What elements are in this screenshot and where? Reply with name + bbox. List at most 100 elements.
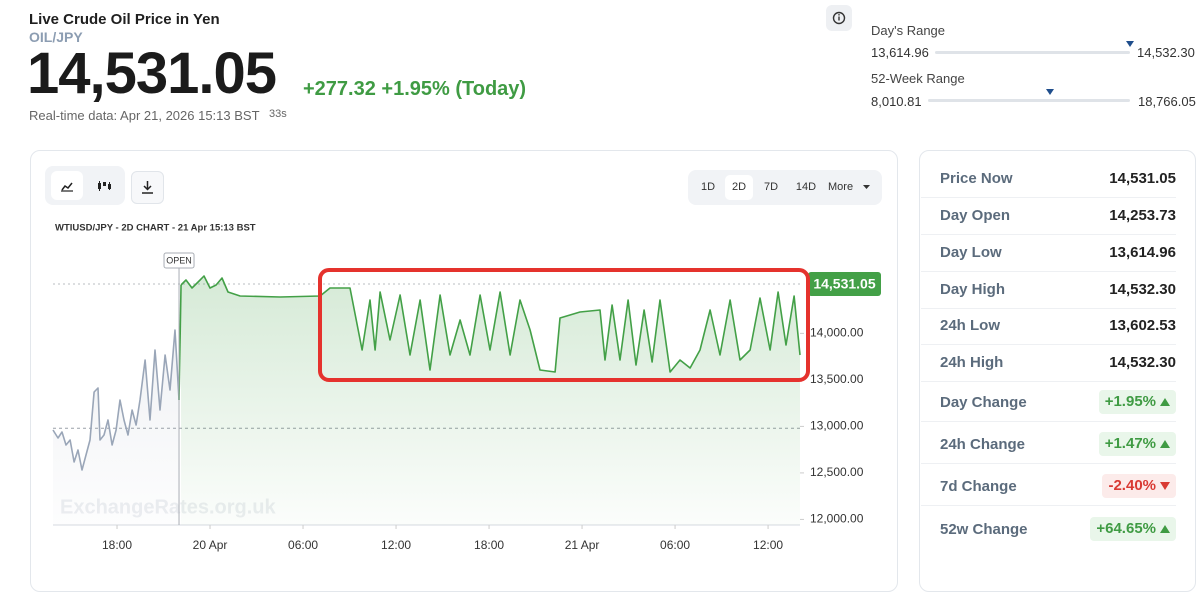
arrow-shape bbox=[1160, 398, 1170, 406]
change-row: 24h Change +1.47% bbox=[921, 426, 1176, 464]
change-label: 7d Change bbox=[940, 478, 1017, 495]
timestamp: Real-time data: Apr 21, 2026 15:13 BST bbox=[29, 108, 260, 123]
stat-label: Price Now bbox=[940, 170, 1013, 187]
arrow-shape bbox=[1160, 440, 1170, 448]
x-tick-label: 06:00 bbox=[288, 538, 318, 552]
period-button[interactable]: More bbox=[828, 181, 854, 193]
pre-open-line-area bbox=[53, 330, 180, 525]
change-pill: +64.65% bbox=[1090, 517, 1176, 541]
download-button[interactable] bbox=[131, 171, 164, 204]
y-tick-label: 14,000.00 bbox=[810, 326, 864, 340]
chart: WTIUSD/JPY - 2D CHART - 21 Apr 15:13 BST… bbox=[52, 223, 881, 552]
info-button[interactable] bbox=[826, 5, 852, 31]
period-button[interactable]: 14D bbox=[795, 181, 817, 193]
stat-label: Day Low bbox=[940, 244, 1002, 261]
stat-value: 14,253.73 bbox=[1109, 207, 1176, 224]
caret-icon bbox=[863, 185, 870, 189]
range-high: 18,766.05 bbox=[1138, 94, 1196, 109]
range-label: Day's Range bbox=[871, 23, 946, 38]
price-line-series bbox=[180, 275, 801, 373]
change-value: -2.40% bbox=[1108, 477, 1156, 494]
up-arrow bbox=[1160, 440, 1170, 448]
candle-chart-button[interactable] bbox=[87, 171, 119, 200]
period-group: 1D 2D 7D 14D More bbox=[688, 170, 882, 205]
open-marker-label: OPEN bbox=[166, 255, 192, 265]
candle-icon bbox=[98, 181, 111, 191]
change-label: Day Change bbox=[940, 394, 1027, 411]
change-pill: -2.40% bbox=[1102, 474, 1176, 498]
stat-value: 14,532.30 bbox=[1109, 281, 1176, 298]
change-value: +64.65% bbox=[1096, 520, 1156, 537]
change-label: 24h Change bbox=[940, 436, 1026, 453]
range-label: 52-Week Range bbox=[871, 71, 965, 86]
x-tick-label: 18:00 bbox=[474, 538, 504, 552]
x-tick-label: 12:00 bbox=[753, 538, 783, 552]
price-change: +277.32 +1.95% (Today) bbox=[303, 78, 527, 100]
change-row: 7d Change -2.40% bbox=[921, 468, 1176, 506]
x-tick-label: 06:00 bbox=[660, 538, 690, 552]
x-tick-label: 18:00 bbox=[102, 538, 132, 552]
change-value: +1.47% bbox=[1104, 435, 1156, 452]
stat-value: 14,532.30 bbox=[1109, 354, 1176, 371]
y-tick-label: 12,000.00 bbox=[810, 512, 864, 526]
page: {"header":{"title":"Live Crude Oil Price… bbox=[27, 5, 1196, 592]
range-low: 8,010.81 bbox=[871, 94, 922, 109]
price-line-series-area bbox=[181, 276, 800, 525]
period-button[interactable]: 7D bbox=[763, 181, 779, 193]
arrow-shape bbox=[1160, 525, 1170, 533]
highlight-box bbox=[318, 268, 810, 382]
period-button[interactable]: 1D bbox=[700, 181, 716, 193]
title: Live Crude Oil Price in Yen bbox=[29, 11, 220, 28]
range-marker bbox=[1125, 41, 1134, 47]
range-bar bbox=[928, 89, 1130, 102]
open-marker-box bbox=[163, 252, 195, 269]
refresh-timer: 33s bbox=[269, 108, 287, 120]
x-tick-label: 12:00 bbox=[381, 538, 411, 552]
stat-row: 24h High 14,532.30 bbox=[921, 344, 1176, 382]
stat-label: Day Open bbox=[940, 207, 1011, 224]
stat-value: 13,602.53 bbox=[1109, 317, 1176, 334]
stat-label: 24h High bbox=[940, 354, 1004, 371]
price-label-box bbox=[808, 271, 881, 296]
y-tick-label: 13,500.00 bbox=[810, 372, 864, 386]
range-marker-shape bbox=[1046, 89, 1055, 95]
change-value: +1.95% bbox=[1104, 393, 1156, 410]
stat-label: 24h Low bbox=[940, 317, 1001, 334]
info-icon bbox=[832, 11, 846, 25]
x-tick-label: 20 Apr bbox=[193, 538, 228, 552]
change-row: 52w Change +64.65% bbox=[921, 511, 1176, 548]
pre-open-line bbox=[52, 329, 180, 471]
price-label: 14,531.05 bbox=[813, 276, 875, 292]
up-arrow bbox=[1160, 398, 1170, 406]
x-tick-label: 21 Apr bbox=[565, 538, 600, 552]
change-row: Day Change +1.95% bbox=[921, 384, 1176, 422]
range-bar bbox=[935, 41, 1134, 54]
range-marker-shape bbox=[1125, 41, 1134, 47]
stat-value: 13,614.96 bbox=[1109, 244, 1176, 261]
range-low: 13,614.96 bbox=[871, 45, 929, 60]
change-pill: +1.47% bbox=[1098, 432, 1176, 456]
chart-title: WTIUSD/JPY - 2D CHART - 21 Apr 15:13 BST bbox=[55, 223, 256, 234]
symbol: OIL/JPY bbox=[29, 29, 83, 45]
range-high: 14,532.30 bbox=[1137, 45, 1195, 60]
arrow-shape bbox=[1160, 482, 1170, 490]
line-chart-button[interactable] bbox=[51, 171, 83, 200]
stat-row: Day Open 14,253.73 bbox=[921, 197, 1176, 235]
stat-label: Day High bbox=[940, 281, 1006, 298]
stat-value: 14,531.05 bbox=[1109, 170, 1176, 187]
down-arrow bbox=[1160, 482, 1170, 490]
download-icon bbox=[142, 181, 153, 194]
change-label: 52w Change bbox=[940, 521, 1028, 538]
price: 14,531.05 bbox=[27, 41, 277, 106]
period-button[interactable]: 2D bbox=[725, 175, 753, 200]
stat-row: Day High 14,532.30 bbox=[921, 271, 1176, 309]
up-arrow bbox=[1160, 525, 1170, 533]
stat-row: 24h Low 13,602.53 bbox=[921, 307, 1176, 345]
stat-row: Price Now 14,531.05 bbox=[921, 160, 1176, 198]
y-tick-label: 12,500.00 bbox=[810, 465, 864, 479]
range-marker bbox=[1046, 89, 1055, 95]
stat-row: Day Low 13,614.96 bbox=[921, 234, 1176, 272]
line-icon bbox=[61, 182, 73, 192]
change-pill: +1.95% bbox=[1098, 390, 1176, 414]
chart-type-group bbox=[45, 166, 125, 205]
